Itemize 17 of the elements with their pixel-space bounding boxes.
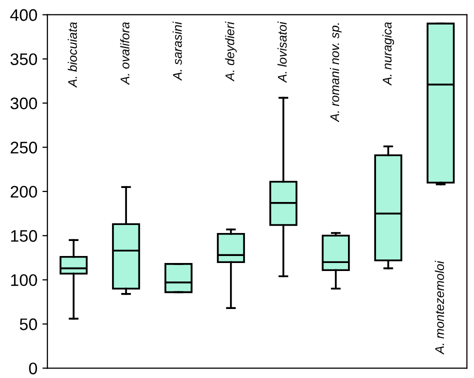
x-tick-label: A. lovisatoi (278, 22, 287, 83)
y-tick-label: 150 (11, 230, 38, 242)
y-tick-label: 300 (10, 98, 38, 110)
y-tick-label: 200 (10, 186, 38, 198)
y-tick-label: 400 (10, 9, 38, 21)
x-tick-label: A. montezemoloi (434, 260, 444, 355)
y-tick-label: 0 (29, 362, 38, 374)
y-tick-label: 50 (20, 318, 38, 330)
x-tick-label: A. deydieri (225, 22, 237, 82)
y-tick-label: 250 (10, 142, 38, 154)
x-tick-label: A. biocuiata (68, 22, 77, 88)
x-tick-label: A. sarasini (172, 22, 182, 81)
y-tick-label: 350 (10, 53, 38, 66)
x-tick-label: A. nuragica (382, 22, 394, 86)
y-tick-label: 100 (11, 274, 38, 286)
x-tick-label: A. ovalifora (120, 22, 130, 85)
x-tick-label: A. romani nov. sp. (330, 23, 342, 122)
